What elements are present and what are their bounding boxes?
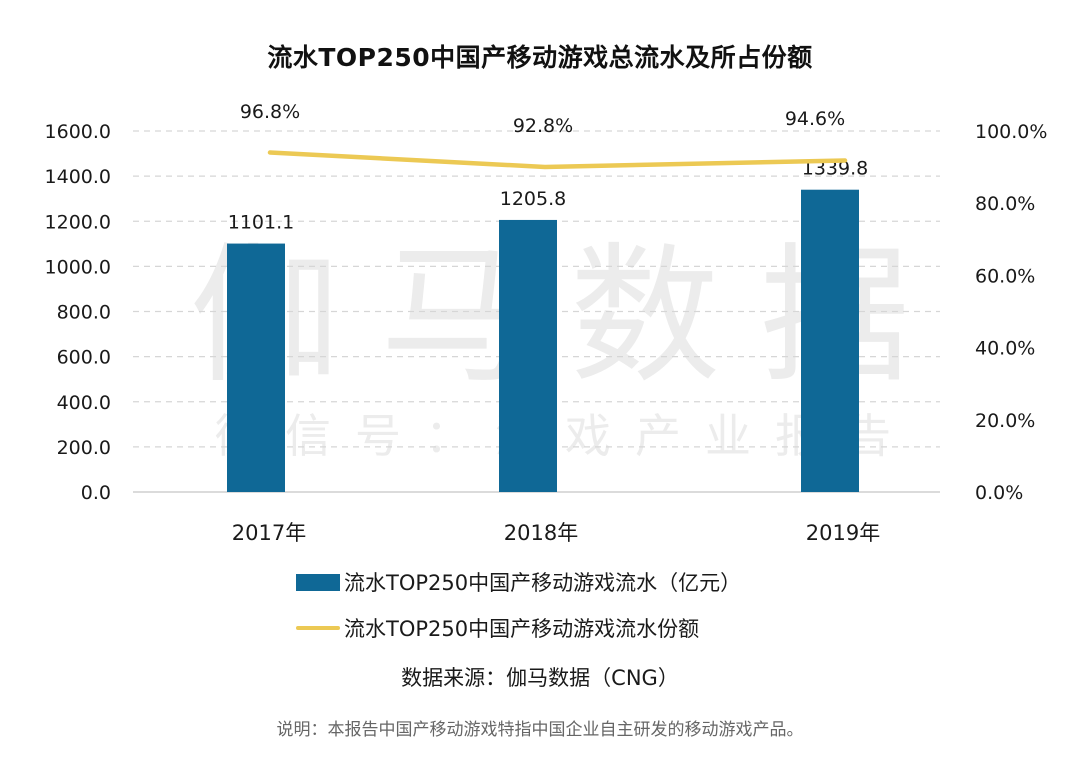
right-tick-label: 100.0%	[975, 121, 1047, 143]
x-tick-label: 2018年	[504, 521, 578, 545]
share-line	[267, 150, 848, 170]
line-data-label: 94.6%	[785, 108, 845, 130]
right-axis: 0.0% 20.0% 40.0% 60.0% 80.0% 100.0%	[975, 121, 1047, 504]
line-data-label: 96.8%	[240, 101, 300, 123]
data-source: 数据来源：伽马数据（CNG）	[401, 666, 679, 690]
left-tick-label: 400.0	[57, 392, 111, 414]
legend-bar-label: 流水TOP250中国产移动游戏流水（亿元）	[344, 571, 742, 595]
legend-item-line: 流水TOP250中国产移动游戏流水份额	[296, 613, 699, 643]
bar	[499, 219, 557, 492]
footnote: 说明：本报告中国产移动游戏特指中国企业自主研发的移动游戏产品。	[276, 720, 804, 740]
left-tick-label: 1600.0	[45, 121, 111, 143]
x-tick-label: 2017年	[232, 521, 306, 545]
right-tick-label: 80.0%	[975, 193, 1035, 215]
left-tick-label: 200.0	[57, 437, 111, 459]
legend-line-label: 流水TOP250中国产移动游戏流水份额	[344, 617, 700, 641]
bar-data-label: 1101.1	[228, 212, 294, 234]
right-tick-label: 40.0%	[975, 338, 1035, 360]
left-tick-label: 600.0	[57, 347, 111, 369]
right-tick-label: 20.0%	[975, 410, 1035, 432]
right-tick-label: 0.0%	[975, 482, 1023, 504]
chart-title: 流水TOP250中国产移动游戏总流水及所占份额	[267, 43, 813, 72]
legend-line-swatch	[296, 626, 340, 630]
left-tick-label: 1200.0	[45, 211, 111, 233]
bar-data-label: 1205.8	[500, 188, 566, 210]
bar	[801, 189, 859, 492]
x-axis: 2017年 2018年 2019年	[232, 521, 880, 545]
left-axis: 0.0 200.0 400.0 600.0 800.0 1000.0 1200.0 1400.…	[45, 121, 111, 504]
left-tick-label: 1000.0	[45, 256, 111, 278]
x-tick-label: 2019年	[806, 521, 880, 545]
left-tick-label: 0.0	[81, 482, 111, 504]
line-data-label: 92.8%	[513, 115, 573, 137]
left-tick-label: 800.0	[57, 302, 111, 324]
right-tick-label: 60.0%	[975, 265, 1035, 287]
bar	[227, 243, 285, 492]
legend-item-bar: 流水TOP250中国产移动游戏流水（亿元）	[296, 567, 741, 597]
left-tick-label: 1400.0	[45, 166, 111, 188]
legend-bar-swatch	[296, 573, 340, 591]
line-series: 96.8% 92.8% 94.6%	[240, 101, 848, 170]
